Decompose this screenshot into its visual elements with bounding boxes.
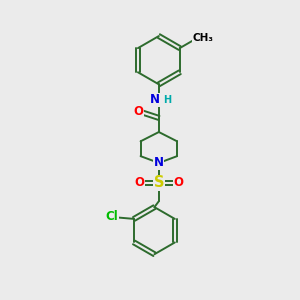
Text: Cl: Cl <box>105 210 118 223</box>
Text: H: H <box>164 94 172 105</box>
Text: N: N <box>150 93 160 106</box>
Text: O: O <box>134 105 143 118</box>
Text: O: O <box>134 176 144 189</box>
Text: CH₃: CH₃ <box>193 33 214 43</box>
Text: O: O <box>174 176 184 189</box>
Text: N: N <box>154 157 164 169</box>
Text: S: S <box>154 176 164 190</box>
